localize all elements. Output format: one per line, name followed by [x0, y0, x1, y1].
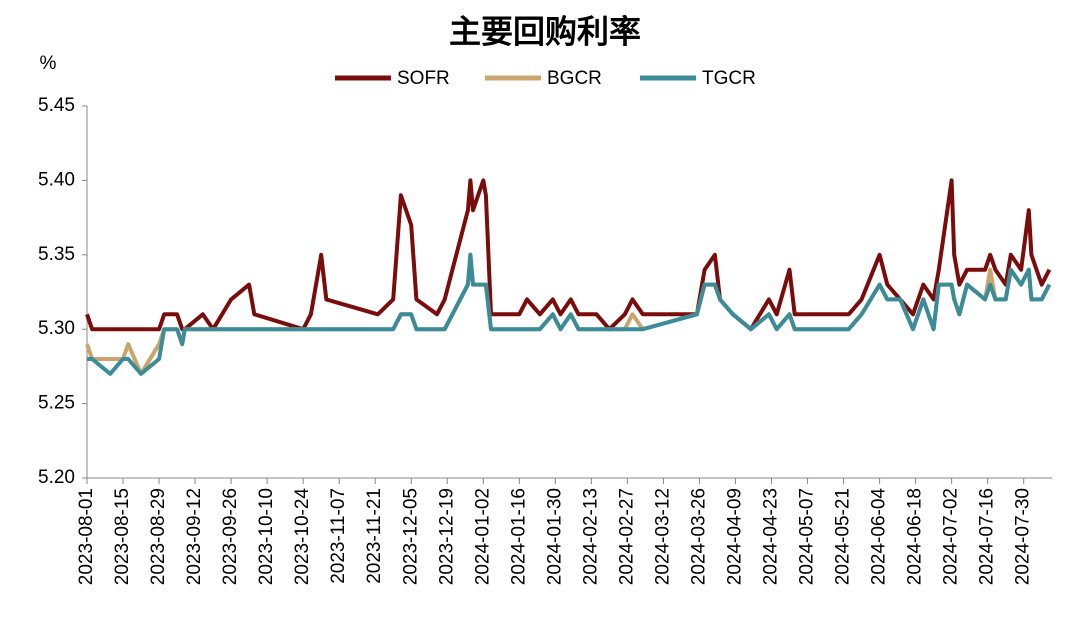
- x-tick-label: 2023-10-10: [256, 488, 277, 585]
- x-tick-label: 2023-08-29: [148, 488, 169, 585]
- chart-title: 主要回购利率: [449, 13, 641, 49]
- y-tick-label: 5.40: [38, 169, 75, 190]
- series-line: [87, 252, 1052, 376]
- y-tick-label: 5.45: [38, 95, 75, 116]
- x-tick-label: 2024-01-16: [508, 488, 529, 585]
- x-tick-label: 2024-05-07: [797, 488, 818, 585]
- x-tick-label: 2024-07-30: [1013, 488, 1034, 585]
- legend-label: BGCR: [547, 68, 602, 89]
- x-tick-label: 2024-04-23: [761, 488, 782, 585]
- x-tick-label: 2024-02-13: [580, 488, 601, 585]
- y-tick-label: 5.35: [38, 244, 75, 265]
- y-tick-label: 5.25: [38, 393, 75, 414]
- x-tick-label: 2023-09-12: [184, 488, 205, 585]
- x-tick-label: 2023-11-07: [328, 488, 349, 584]
- y-unit: %: [40, 53, 57, 74]
- x-tick-label: 2024-02-27: [616, 488, 637, 585]
- x-tick-label: 2024-03-12: [652, 488, 673, 585]
- x-tick-label: 2023-08-15: [112, 488, 133, 585]
- x-tick-label: 2024-06-18: [905, 488, 926, 585]
- x-tick-label: 2024-01-02: [472, 488, 493, 585]
- series-line: [85, 178, 1052, 332]
- x-tick-label: 2023-12-05: [400, 488, 421, 585]
- x-tick-label: 2023-12-19: [436, 488, 457, 585]
- y-tick-label: 5.30: [38, 318, 75, 339]
- x-tick-label: 2023-10-24: [292, 488, 313, 586]
- y-tick-label: 5.20: [38, 467, 75, 488]
- x-tick-label: 2024-06-04: [869, 488, 890, 586]
- legend-label: TGCR: [702, 68, 756, 89]
- x-tick-label: 2024-07-16: [977, 488, 998, 585]
- x-tick-label: 2024-04-09: [724, 488, 745, 585]
- x-tick-label: 2023-08-01: [76, 488, 97, 585]
- x-tick-label: 2024-03-26: [688, 488, 709, 585]
- x-tick-label: 2024-07-02: [941, 488, 962, 585]
- x-tick-label: 2024-01-30: [544, 488, 565, 585]
- x-tick-label: 2023-09-26: [220, 488, 241, 585]
- x-tick-label: 2023-11-21: [364, 488, 385, 584]
- x-tick-label: 2024-05-21: [833, 488, 854, 585]
- legend-label: SOFR: [397, 68, 450, 89]
